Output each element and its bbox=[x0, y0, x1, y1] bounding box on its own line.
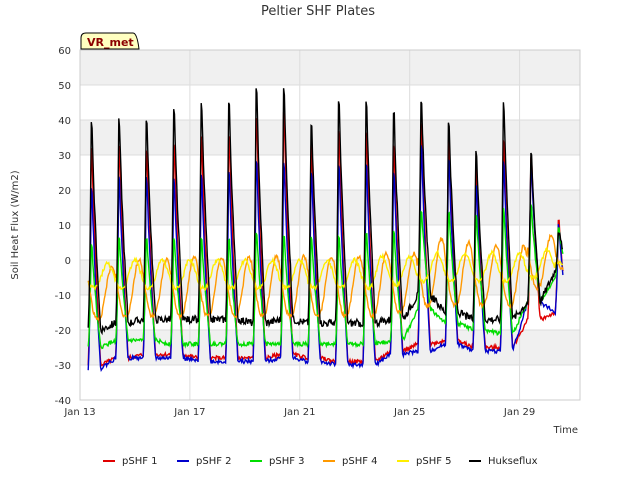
x-tick-label: Jan 17 bbox=[173, 407, 205, 418]
legend-label: pSHF 1 bbox=[122, 456, 158, 467]
x-tick-label: Jan 13 bbox=[63, 407, 95, 418]
y-tick-label: -10 bbox=[55, 291, 71, 302]
legend-label: pSHF 3 bbox=[269, 456, 305, 467]
grid-band bbox=[80, 120, 580, 155]
grid-band bbox=[80, 190, 580, 225]
vr-met-badge-label: VR_met bbox=[87, 36, 134, 49]
legend: pSHF 1 pSHF 2 pSHF 3 pSHF 4 pSHF 5 Hukseflux bbox=[103, 456, 538, 467]
y-tick-label: 0 bbox=[65, 256, 71, 267]
series-line-hukseflux bbox=[87, 88, 564, 336]
y-tick-label: 40 bbox=[58, 116, 71, 127]
vr-met-badge: VR_met bbox=[80, 32, 140, 50]
y-tick-label: 20 bbox=[58, 186, 71, 197]
series-line-pshf-5 bbox=[87, 246, 564, 292]
series-line-pshf-3 bbox=[87, 204, 564, 350]
series-layer bbox=[87, 88, 564, 373]
plot-border bbox=[79, 49, 581, 401]
series-line-pshf-2 bbox=[87, 145, 564, 373]
legend-label: pSHF 2 bbox=[196, 456, 232, 467]
legend-label: pSHF 5 bbox=[416, 456, 452, 467]
grid-bands bbox=[80, 50, 580, 365]
grid-band bbox=[80, 50, 580, 85]
y-tick-label: -20 bbox=[55, 326, 71, 337]
chart-title: Peltier SHF Plates bbox=[261, 4, 375, 19]
y-tick-label: 50 bbox=[58, 81, 71, 92]
x-tick-label: Jan 21 bbox=[283, 407, 315, 418]
x-axis: Jan 13 Jan 17 Jan 21 Jan 25 Jan 29 bbox=[63, 407, 535, 418]
y-tick-label: 30 bbox=[58, 151, 71, 162]
legend-label: pSHF 4 bbox=[342, 456, 378, 467]
legend-item: pSHF 4 bbox=[323, 456, 378, 467]
y-tick-label: -30 bbox=[55, 361, 71, 372]
legend-item: pSHF 5 bbox=[397, 456, 452, 467]
legend-item: pSHF 3 bbox=[250, 456, 305, 467]
x-axis-title: Time bbox=[553, 425, 578, 436]
y-tick-label: -40 bbox=[55, 396, 71, 407]
y-axis: -40 -30 -20 -10 0 10 20 30 40 50 60 bbox=[55, 46, 71, 407]
y-axis-title: Soil Heat Flux (W/m2) bbox=[10, 170, 21, 279]
x-tick-label: Jan 25 bbox=[393, 407, 425, 418]
legend-item: pSHF 1 bbox=[103, 456, 158, 467]
y-tick-label: 60 bbox=[58, 46, 71, 57]
legend-item: pSHF 2 bbox=[177, 456, 232, 467]
x-tick-label: Jan 29 bbox=[503, 407, 535, 418]
y-tick-label: 10 bbox=[58, 221, 71, 232]
legend-label: Hukseflux bbox=[488, 456, 538, 467]
legend-item: Hukseflux bbox=[469, 456, 538, 467]
